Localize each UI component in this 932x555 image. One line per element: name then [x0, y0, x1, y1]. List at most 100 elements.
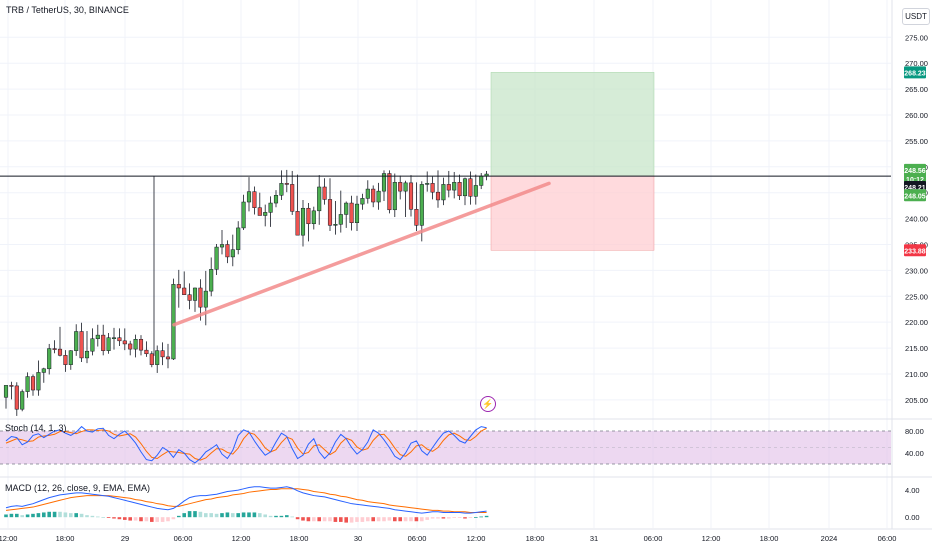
candle-body-73	[398, 182, 403, 192]
stoch-legend[interactable]: Stoch (14, 1, 3)	[5, 423, 67, 433]
price-tick-label-13: 210.00	[905, 370, 928, 379]
candle-body-36	[198, 287, 203, 308]
macd-hist-bar-44	[241, 512, 246, 518]
macd-hist-bar-11	[63, 512, 68, 518]
macd-hist-bar-65	[355, 517, 359, 522]
macd-hist-bar-87	[474, 517, 478, 518]
time-tick-label-10: 31	[590, 534, 598, 543]
candle-body-77	[419, 184, 424, 226]
macd-hist-bar-0	[4, 514, 8, 518]
macd-hist-bar-1	[9, 513, 14, 518]
candle-body-55	[300, 207, 306, 236]
price-tick-label-11: 220.00	[905, 318, 928, 327]
macd-hist-bar-57	[312, 517, 316, 522]
macd-hist-bar-14	[79, 513, 84, 518]
candle-body-68	[371, 188, 376, 203]
candle-body-9	[52, 348, 57, 350]
time-tick-label-11: 06:00	[644, 534, 663, 543]
macd-hist-bar-46	[252, 512, 257, 518]
time-tick-label-4: 12:00	[232, 534, 251, 543]
trendline[interactable]	[172, 181, 551, 327]
macd-hist-bar-52	[285, 515, 289, 518]
candle-body-16	[90, 338, 95, 352]
candle-body-62	[338, 214, 343, 225]
price-tick-label-4: 255.00	[905, 137, 928, 146]
candle-body-12	[68, 350, 73, 365]
macd-hist-bar-89	[484, 515, 489, 518]
macd-hist-bar-77	[420, 517, 424, 522]
price-tick-label-2: 265.00	[905, 85, 928, 94]
candle-body-57	[311, 210, 316, 225]
macd-hist-bar-59	[322, 517, 327, 522]
candle-body-49	[268, 202, 273, 213]
macd-hist-bar-26	[144, 517, 149, 522]
candle-body-17	[95, 334, 100, 340]
candle-body-74	[403, 182, 408, 192]
candle-body-33	[182, 287, 187, 295]
macd-hist-bar-9	[52, 511, 57, 518]
candle-body-60	[327, 199, 333, 226]
candle-body-20	[111, 337, 117, 339]
macd-hist-bar-18	[101, 517, 105, 518]
candle-body-78	[425, 183, 430, 185]
candle-body-63	[344, 202, 349, 215]
candle-body-83	[452, 182, 457, 191]
macd-hist-bar-76	[414, 517, 419, 522]
macd-hist-bar-13	[74, 513, 78, 518]
candle-body-64	[349, 202, 354, 223]
macd-hist-bar-20	[112, 517, 116, 519]
price-badge-text-0: 268.23	[904, 70, 926, 77]
candle-body-31	[171, 284, 176, 360]
macd-hist-bar-80	[436, 517, 440, 519]
macd-hist-bar-81	[441, 517, 446, 519]
macd-hist-bar-41	[225, 512, 230, 518]
candle-body-0	[3, 385, 9, 398]
macd-hist-bar-40	[220, 513, 224, 518]
candle-body-48	[263, 212, 268, 216]
macd-hist-bar-8	[47, 511, 51, 518]
price-tick-label-1: 270.00	[905, 59, 928, 68]
macd-hist-bar-42	[231, 513, 235, 518]
price-tick-label-7: 240.00	[905, 215, 928, 224]
macd-hist-bar-38	[209, 513, 213, 518]
candle-body-67	[365, 188, 370, 199]
symbol-title[interactable]: TRB / TetherUS, 30, BINANCE	[6, 5, 129, 15]
candle-body-52	[284, 183, 289, 185]
long-position-zones[interactable]	[490, 72, 655, 251]
candle-body-43	[236, 227, 241, 250]
macd-hist-bar-27	[150, 517, 154, 522]
candle-body-81	[441, 184, 446, 201]
candle-body-39	[214, 246, 219, 270]
macd-hist-bar-54	[295, 517, 300, 520]
candle-body-11	[63, 355, 68, 365]
macd-hist-bar-50	[274, 515, 278, 518]
candle-body-71	[387, 173, 392, 211]
candle-body-51	[279, 183, 284, 196]
price-badge-last-4	[904, 189, 926, 202]
time-tick-label-9: 18:00	[526, 534, 545, 543]
axes: 275.00270.00265.00260.00255.00250.00245.…	[0, 33, 928, 543]
macd-hist-bar-22	[123, 517, 127, 520]
candle-body-76	[414, 209, 419, 226]
time-tick-label-0: 12:00	[0, 534, 17, 543]
candle-body-80	[435, 191, 441, 201]
macd-hist-bar-51	[279, 515, 284, 518]
macd-hist-bar-43	[236, 513, 240, 518]
macd-hist-bar-31	[171, 517, 176, 520]
macd-legend[interactable]: MACD (12, 26, close, 9, EMA, EMA)	[5, 483, 151, 493]
lightning-icon[interactable]: ⚡	[480, 396, 496, 412]
candle-body-28	[155, 350, 160, 365]
stop-zone	[490, 175, 655, 251]
candle-body-58	[317, 186, 322, 212]
price-badge-text-4: 248.05	[904, 193, 926, 200]
macd-hist-bar-56	[306, 517, 311, 522]
currency-label[interactable]: USDT	[902, 8, 930, 25]
macd-hist-bar-88	[479, 516, 483, 518]
macd-hist-bar-48	[263, 514, 267, 518]
candle-body-59	[322, 186, 327, 200]
candle-body-61	[333, 224, 338, 226]
macd-hist-bar-62	[339, 517, 343, 522]
